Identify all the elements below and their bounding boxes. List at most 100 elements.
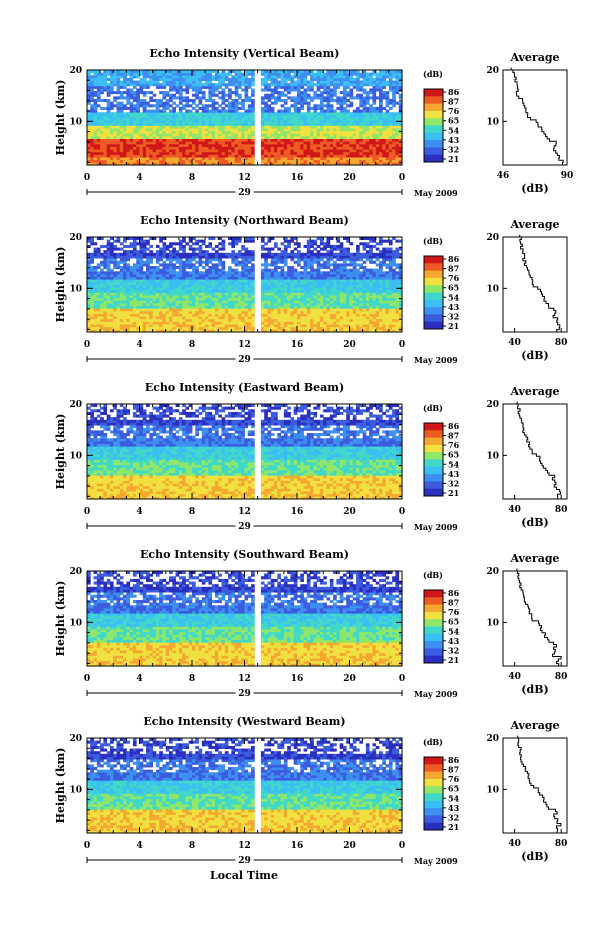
heatmap-cell (283, 106, 288, 110)
heatmap-cell (139, 255, 144, 259)
heatmap-cell (251, 263, 255, 267)
heatmap-cell (136, 154, 140, 158)
heatmap-cell (221, 151, 226, 155)
heatmap-cell (398, 135, 403, 140)
heatmap-cell (398, 141, 403, 145)
heatmap-cell (132, 247, 137, 251)
heatmap-cell (188, 258, 193, 262)
heatmap-cell (241, 154, 245, 158)
heatmap-cell (241, 159, 245, 163)
heatmap-cell (336, 70, 341, 74)
heatmap-cell (244, 255, 249, 259)
heatmap-cell (149, 266, 154, 270)
heatmap-cell (100, 289, 104, 293)
heatmap-cell (155, 135, 160, 140)
heatmap-cell (297, 70, 301, 74)
heatmap-cell (231, 157, 236, 161)
heatmap-cell (274, 263, 278, 267)
heatmap-cell (329, 112, 334, 116)
heatmap-cell (241, 149, 245, 153)
heatmap-cell (123, 260, 127, 264)
heatmap-cell (132, 135, 137, 140)
heatmap-cell (234, 159, 239, 163)
heatmap-cell (270, 88, 275, 92)
heatmap-cell (201, 295, 206, 299)
heatmap-cell (260, 101, 265, 105)
heatmap-cell (231, 122, 236, 126)
heatmap-cell (87, 138, 91, 142)
heatmap-cell (159, 279, 163, 283)
heatmap-cell (87, 80, 91, 84)
heatmap-cell (326, 96, 331, 100)
heatmap-cell (162, 130, 167, 134)
heatmap-cell (303, 101, 308, 105)
heatmap-cell (195, 157, 199, 161)
heatmap-cell (142, 321, 147, 325)
heatmap-cell (293, 130, 298, 134)
heatmap-cell (234, 242, 239, 246)
heatmap-cell (126, 302, 131, 307)
heatmap-cell (326, 101, 331, 105)
heatmap-cell (165, 80, 170, 84)
heatmap-cell (192, 255, 196, 259)
heatmap-cell (103, 117, 108, 121)
heatmap-cell (267, 120, 272, 124)
heatmap-cell (93, 85, 98, 89)
heatmap-cell (208, 93, 213, 97)
heatmap-cell (123, 106, 127, 110)
heatmap-cell (116, 149, 121, 153)
heatmap-cell (339, 70, 344, 74)
heatmap-cell (198, 273, 203, 277)
heatmap-cell (129, 133, 134, 137)
heatmap-cell (214, 316, 219, 320)
heatmap-cell (87, 316, 91, 320)
heatmap-cell (280, 128, 285, 132)
heatmap-cell (126, 266, 131, 270)
heatmap-cell (182, 313, 186, 317)
heatmap-cell (339, 154, 344, 158)
heatmap-cell (116, 135, 121, 140)
heatmap-cell (96, 276, 101, 280)
heatmap-cell (336, 135, 341, 140)
heatmap-cell (155, 268, 160, 272)
heatmap-cell (103, 72, 108, 76)
heatmap-cell (231, 151, 236, 155)
heatmap-cell (237, 151, 242, 155)
heatmap-cell (306, 157, 311, 161)
heatmap-cell (287, 162, 291, 166)
y-axis-label: Height (km) (54, 80, 67, 156)
heatmap-cell (234, 80, 239, 84)
heatmap-cell (165, 297, 170, 301)
heatmap-cell (260, 159, 265, 163)
heatmap-cell (287, 133, 291, 137)
heatmap-cell (113, 80, 117, 84)
heatmap-cell (201, 120, 206, 124)
heatmap-cell (169, 300, 173, 304)
heatmap-cell (306, 128, 311, 132)
heatmap-cell (336, 112, 341, 116)
heatmap-cell (228, 321, 232, 325)
heatmap-cell (132, 318, 137, 322)
heatmap-cell (149, 292, 154, 296)
heatmap-cell (172, 117, 176, 121)
heatmap-cell (119, 96, 124, 100)
heatmap-cell (224, 300, 229, 304)
heatmap-cell (175, 250, 180, 254)
heatmap-cell (244, 114, 249, 118)
heatmap-cell (339, 83, 344, 87)
heatmap-cell (267, 276, 272, 280)
heatmap-cell (274, 101, 278, 105)
heatmap-cell (162, 77, 167, 81)
heatmap-cell (231, 321, 236, 325)
heatmap-cell (178, 313, 183, 317)
heatmap-cell (349, 96, 354, 100)
heatmap-cell (162, 308, 167, 312)
heatmap-cell (228, 83, 232, 87)
heatmap-cell (106, 117, 111, 121)
heatmap-cell (182, 133, 186, 137)
heatmap-cell (149, 72, 154, 76)
heatmap-cell (162, 326, 167, 330)
heatmap-cell (234, 313, 239, 317)
colorbar-segment (424, 151, 443, 154)
heatmap-cell (221, 128, 226, 132)
